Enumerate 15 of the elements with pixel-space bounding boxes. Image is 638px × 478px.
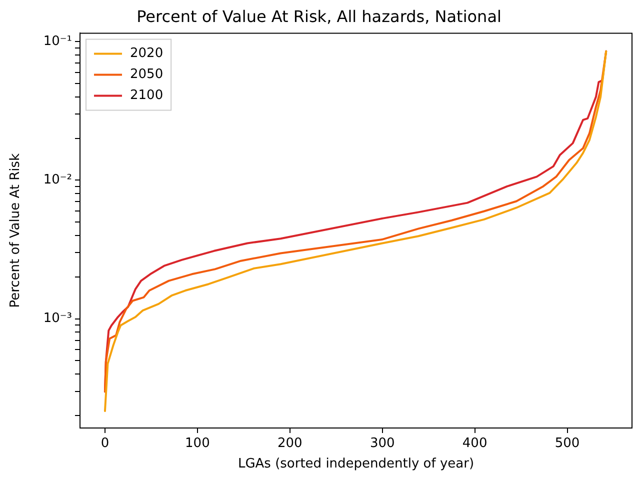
x-tick-label: 100 [185, 436, 210, 452]
x-axis-title: LGAs (sorted independently of year) [238, 456, 474, 472]
y-axis-title: Percent of Value At Risk [8, 152, 24, 308]
legend-label: 2100 [130, 88, 164, 104]
chart-title: Percent of Value At Risk, All hazards, National [136, 6, 502, 26]
legend-label: 2020 [130, 46, 164, 62]
x-tick-label: 0 [100, 436, 110, 452]
y-tick-label: 10⁻¹ [43, 34, 72, 49]
x-tick-label: 400 [462, 436, 488, 452]
x-tick-label: 300 [370, 436, 395, 452]
x-tick-label: 500 [554, 436, 580, 452]
y-tick-label: 10⁻³ [43, 311, 72, 326]
legend-label: 2050 [130, 67, 164, 82]
y-tick-label: 10⁻² [43, 172, 72, 188]
x-tick-label: 200 [277, 436, 302, 452]
